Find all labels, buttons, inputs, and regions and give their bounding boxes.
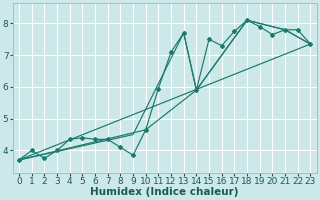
- X-axis label: Humidex (Indice chaleur): Humidex (Indice chaleur): [91, 187, 239, 197]
